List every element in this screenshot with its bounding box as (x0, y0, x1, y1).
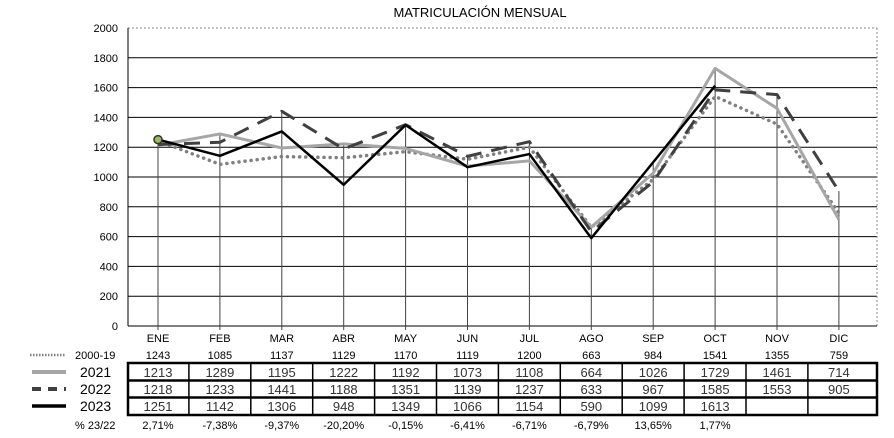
table-cell: 1213 (144, 365, 173, 380)
table-cell: 1154 (515, 399, 543, 414)
table-cell: 984 (644, 350, 662, 362)
table-cell: 1541 (703, 350, 727, 362)
x-tick-label: NOV (765, 333, 790, 345)
change-cell: -7,38% (202, 420, 237, 432)
table-cell: 1729 (701, 365, 730, 380)
y-tick-label: 200 (100, 291, 118, 303)
y-tick-label: 2000 (94, 23, 118, 35)
change-row-label: % 23/22 (75, 420, 115, 432)
table-cell: 1085 (208, 350, 232, 362)
table-cell: 1026 (639, 365, 668, 380)
y-tick-label: 1000 (94, 172, 118, 184)
table-cell: 1188 (330, 382, 358, 397)
table-cell: 1108 (515, 365, 543, 380)
table-cell: 1137 (270, 350, 294, 362)
x-tick-label: ENE (147, 333, 170, 345)
change-cell: -6,71% (512, 420, 547, 432)
table-cell: 1200 (517, 350, 541, 362)
change-cell: -6,79% (574, 420, 609, 432)
x-tick-label: JUN (457, 333, 478, 345)
table-cell: 1195 (268, 365, 296, 380)
x-tick-label: SEP (642, 333, 664, 345)
x-tick-label: FEB (209, 333, 230, 345)
table-cell: 905 (828, 382, 850, 397)
change-cell: 2,71% (142, 420, 173, 432)
table-cell: 1585 (701, 382, 730, 397)
table-border (126, 361, 879, 417)
chart-title: MATRICULACIÓN MENSUAL (393, 5, 566, 20)
table-cell: 590 (580, 399, 602, 414)
table-cell: 967 (642, 382, 664, 397)
y-tick-label: 1400 (94, 112, 118, 124)
table-cell: 1233 (205, 382, 234, 397)
x-tick-label: AGO (579, 333, 604, 345)
table-cell: 1351 (391, 382, 420, 397)
change-cell: -6,41% (450, 420, 485, 432)
y-tick-label: 600 (100, 232, 118, 244)
y-tick-label: 1800 (94, 53, 118, 65)
change-cell: -20,20% (323, 420, 364, 432)
table-cell: 948 (333, 399, 355, 414)
table-cell: 1243 (146, 350, 170, 362)
y-tick-label: 0 (112, 321, 118, 333)
table-cell: 1349 (391, 399, 420, 414)
y-tick-label: 400 (100, 261, 118, 273)
table-cell: 663 (582, 350, 600, 362)
table-cell: 1119 (456, 350, 479, 362)
series-line-2000-19 (156, 94, 841, 229)
x-tick-label: MAY (394, 333, 418, 345)
table-cell: 1553 (763, 382, 792, 397)
series-line-2022 (157, 88, 841, 234)
legend-label-2000-19: 2000-19 (75, 350, 115, 362)
table-cell: 1441 (267, 382, 296, 397)
table-cell: 1218 (144, 382, 173, 397)
x-tick-label: JUL (520, 333, 540, 345)
table-cell: 1461 (763, 365, 792, 380)
table-cell: 633 (580, 382, 602, 397)
table-cell: 1355 (765, 350, 789, 362)
change-cell: 1,77% (699, 420, 730, 432)
change-cell: 13,65% (635, 420, 673, 432)
table-cell: 1306 (267, 399, 296, 414)
change-cell: -0,15% (388, 420, 423, 432)
x-tick-label: OCT (703, 333, 727, 345)
table-cell: 1222 (329, 365, 358, 380)
table-cell: 1237 (515, 382, 544, 397)
table-cell: 664 (580, 365, 602, 380)
legend-label-2022: 2022 (80, 381, 111, 397)
legend-label-2023: 2023 (80, 398, 111, 414)
table-cell: 1139 (454, 382, 482, 397)
table-cell: 759 (830, 350, 848, 362)
y-tick-label: 1200 (94, 142, 118, 154)
table-cell: 1066 (453, 399, 482, 414)
series-line-2023 (157, 84, 717, 240)
legend-label-2021: 2021 (80, 364, 111, 380)
x-tick-label: ABR (332, 333, 355, 345)
x-tick-label: DIC (829, 333, 848, 345)
series-line-2021 (157, 66, 841, 229)
table-cell: 1129 (332, 350, 356, 362)
table-cell: 714 (828, 365, 850, 380)
x-tick-label: MAR (270, 333, 295, 345)
table-cell: 1142 (206, 399, 234, 414)
y-tick-label: 800 (100, 202, 118, 214)
table-cell: 1289 (205, 365, 234, 380)
table-cell: 1170 (394, 350, 418, 362)
table-cell: 1613 (701, 399, 730, 414)
table-cell: 1251 (144, 399, 173, 414)
change-cell: -9,37% (264, 420, 299, 432)
table-cell: 1192 (392, 365, 420, 380)
series-marker (153, 134, 163, 145)
table-cell: 1073 (453, 365, 482, 380)
y-tick-label: 1600 (94, 83, 118, 95)
table-cell: 1099 (639, 399, 668, 414)
